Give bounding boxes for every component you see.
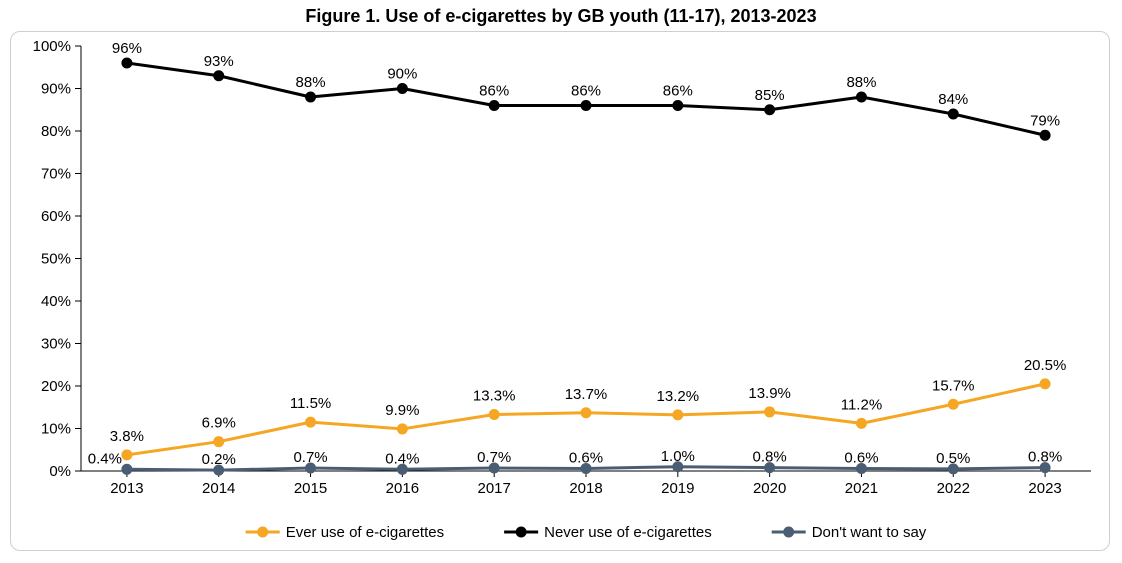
series-point-never	[489, 101, 499, 111]
svg-text:10%: 10%	[41, 421, 71, 438]
svg-text:100%: 100%	[33, 38, 71, 55]
series-label-never: 88%	[296, 74, 326, 91]
series-label-ever: 20.5%	[1024, 357, 1067, 374]
svg-text:2021: 2021	[845, 480, 878, 497]
svg-text:0%: 0%	[49, 463, 71, 480]
series-point-never	[948, 109, 958, 119]
svg-text:2014: 2014	[202, 480, 235, 497]
figure-container: Figure 1. Use of e-cigarettes by GB yout…	[0, 0, 1122, 563]
series-label-ever: 11.5%	[290, 395, 331, 412]
line-chart: 0% 10% 20% 30% 40% 50% 60% 70% 80% 90% 100% 2013 201…	[11, 32, 1111, 552]
svg-text:2013: 2013	[110, 480, 143, 497]
series-label-never: 86%	[663, 83, 693, 100]
svg-text:90%: 90%	[41, 81, 71, 98]
series-label-never: 84%	[938, 91, 968, 108]
series-label-ever: 15.7%	[932, 377, 975, 394]
chart-frame: 0% 10% 20% 30% 40% 50% 60% 70% 80% 90% 100% 2013 201…	[10, 31, 1110, 551]
series-label-nosay: 0.8%	[753, 449, 787, 466]
svg-text:2023: 2023	[1028, 480, 1061, 497]
series-point-never	[397, 84, 407, 94]
svg-text:40%: 40%	[41, 293, 71, 310]
series-point-never	[581, 101, 591, 111]
legend-label: Don't want to say	[812, 524, 927, 541]
svg-text:2018: 2018	[569, 480, 602, 497]
legend-item-nosay: Don't want to say	[772, 524, 927, 541]
series-point-never	[306, 92, 316, 102]
svg-text:2016: 2016	[386, 480, 419, 497]
series-point-never	[856, 92, 866, 102]
svg-text:20%: 20%	[41, 378, 71, 395]
svg-text:2019: 2019	[661, 480, 694, 497]
series-point-ever	[489, 409, 499, 419]
svg-text:70%: 70%	[41, 166, 71, 183]
series-point-ever	[581, 408, 591, 418]
series-point-never	[765, 105, 775, 115]
series-label-nosay: 1.0%	[661, 448, 695, 465]
series-point-ever	[306, 417, 316, 427]
series-label-never: 93%	[204, 53, 234, 70]
series-label-nosay: 0.4%	[88, 450, 122, 467]
legend-item-ever: Ever use of e-cigarettes	[246, 524, 444, 541]
svg-text:2020: 2020	[753, 480, 786, 497]
series-label-nosay: 0.2%	[202, 451, 236, 468]
series-label-ever: 13.2%	[657, 388, 700, 405]
series-label-ever: 13.9%	[748, 385, 791, 402]
chart-title: Figure 1. Use of e-cigarettes by GB yout…	[0, 6, 1122, 27]
series-point-ever	[856, 418, 866, 428]
svg-text:60%: 60%	[41, 208, 71, 225]
chart-legend: Ever use of e-cigarettes Never use of e-c…	[246, 524, 927, 541]
series-label-nosay: 0.7%	[477, 449, 511, 466]
series-point-ever	[1040, 379, 1050, 389]
svg-text:2015: 2015	[294, 480, 327, 497]
series-point-nosay	[122, 464, 132, 474]
series-point-ever	[214, 437, 224, 447]
series-label-never: 85%	[755, 87, 785, 104]
series-label-never: 96%	[112, 40, 142, 57]
series-label-never: 86%	[571, 83, 601, 100]
legend-label: Never use of e-cigarettes	[544, 524, 712, 541]
svg-text:2022: 2022	[937, 480, 970, 497]
series-point-never	[214, 71, 224, 81]
svg-text:50%: 50%	[41, 251, 71, 268]
series-label-never: 79%	[1030, 112, 1060, 129]
series-point-ever	[948, 399, 958, 409]
series-label-ever: 6.9%	[202, 415, 236, 432]
series-point-ever	[673, 410, 683, 420]
series-label-nosay: 0.6%	[569, 449, 603, 466]
series-label-never: 86%	[479, 83, 509, 100]
series-point-never	[122, 58, 132, 68]
legend-item-never: Never use of e-cigarettes	[504, 524, 712, 541]
series-label-ever: 13.7%	[565, 386, 608, 403]
series-label-nosay: 0.8%	[1028, 449, 1062, 466]
series-label-ever: 3.8%	[110, 428, 144, 445]
series-point-ever	[765, 407, 775, 417]
series-label-nosay: 0.5%	[936, 450, 970, 467]
series-label-ever: 11.2%	[841, 396, 882, 413]
series-point-never	[673, 101, 683, 111]
series-point-never	[1040, 130, 1050, 140]
series-point-ever	[397, 424, 407, 434]
series-label-never: 90%	[387, 66, 417, 83]
series-label-never: 88%	[846, 74, 876, 91]
series-label-ever: 9.9%	[385, 402, 419, 419]
legend-label: Ever use of e-cigarettes	[286, 524, 444, 541]
series-label-nosay: 0.7%	[293, 449, 327, 466]
svg-text:30%: 30%	[41, 336, 71, 353]
series-label-nosay: 0.6%	[844, 449, 878, 466]
svg-text:2017: 2017	[477, 480, 510, 497]
series-label-ever: 13.3%	[473, 387, 516, 404]
svg-text:80%: 80%	[41, 123, 71, 140]
series-label-nosay: 0.4%	[385, 450, 419, 467]
series-point-ever	[122, 450, 132, 460]
